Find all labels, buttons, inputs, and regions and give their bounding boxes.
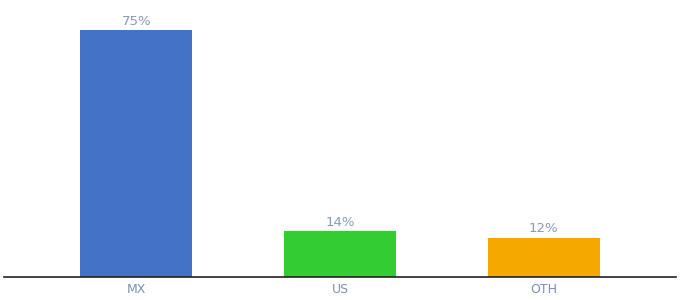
Text: 12%: 12%	[529, 222, 558, 235]
Text: 75%: 75%	[122, 15, 151, 28]
Bar	[488, 238, 600, 277]
Bar	[284, 231, 396, 277]
Text: 14%: 14%	[325, 216, 355, 229]
Bar	[80, 31, 192, 277]
